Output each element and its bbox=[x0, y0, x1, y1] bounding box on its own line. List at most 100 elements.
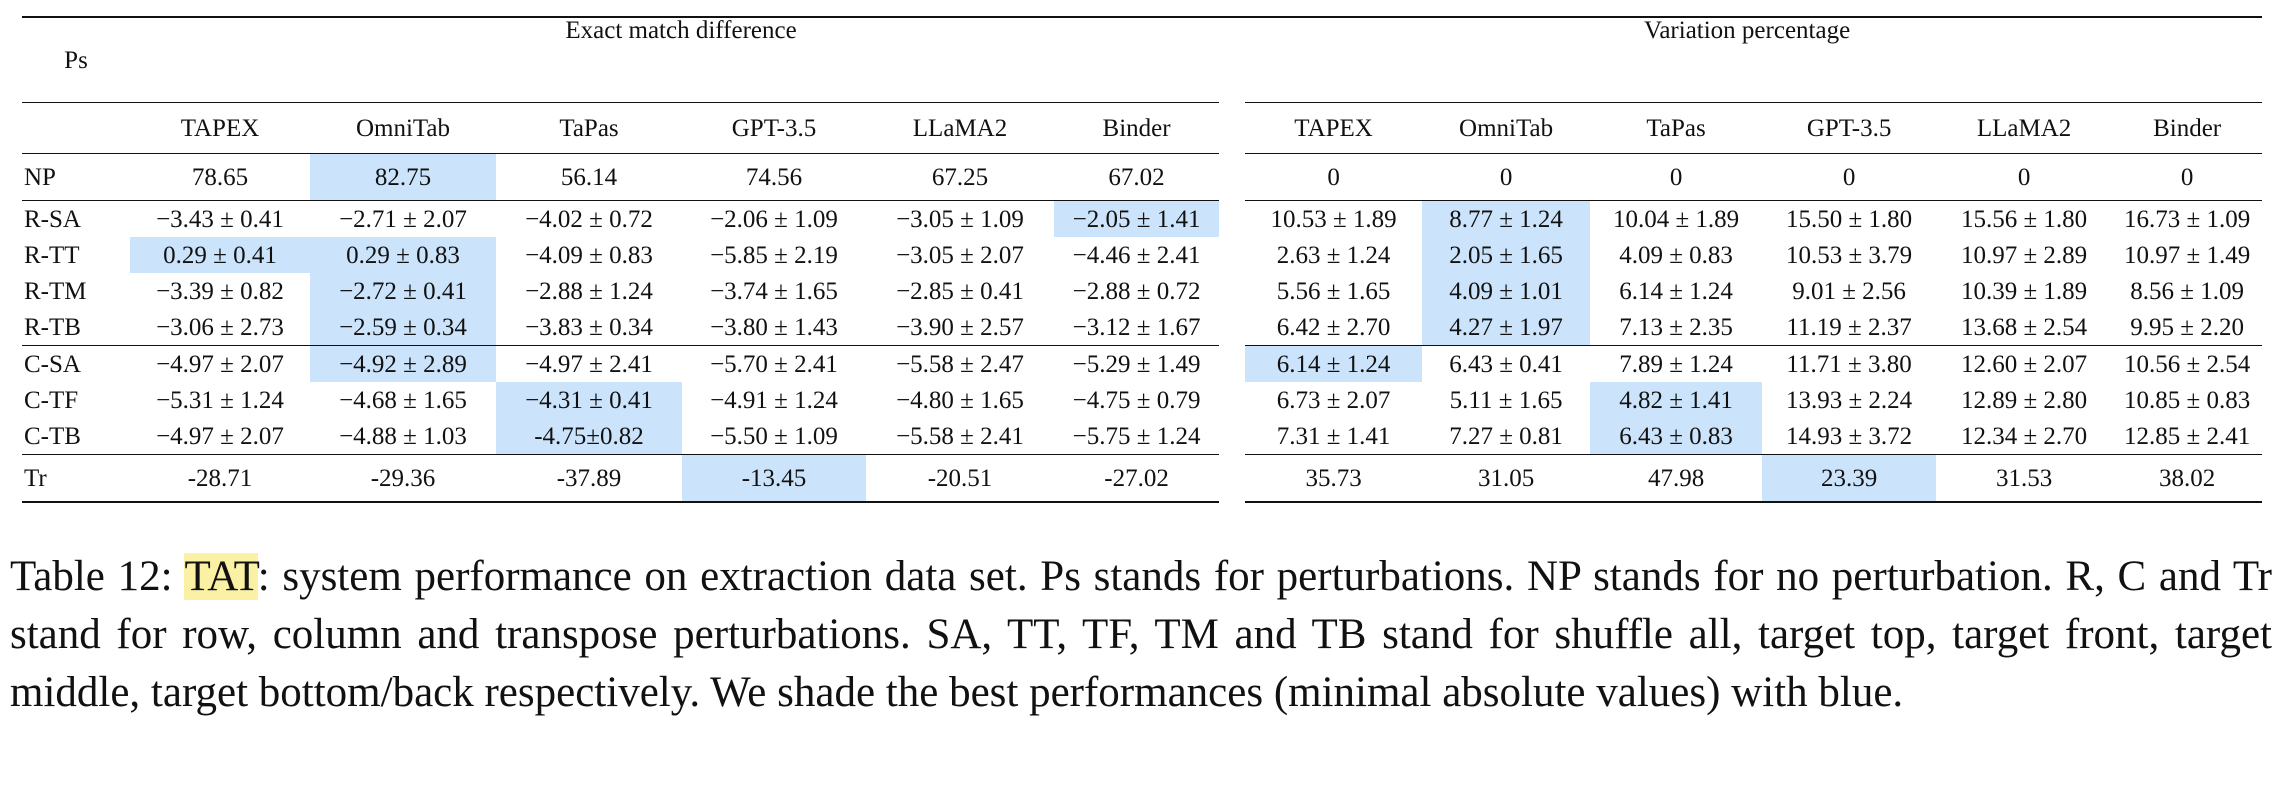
table-cell: 78.65 bbox=[130, 153, 310, 201]
table-cell: 6.43 ± 0.83 bbox=[1590, 418, 1763, 455]
table-cell: 23.39 bbox=[1762, 454, 1937, 503]
table-row: R-TB −3.06 ± 2.73 −2.59 ± 0.34 −3.83 ± 0.34… bbox=[22, 309, 2262, 346]
table-cell: −2.06 ± 1.09 bbox=[682, 200, 866, 237]
table-cell: −3.39 ± 0.82 bbox=[156, 277, 284, 305]
table-cell: 7.13 ± 2.35 bbox=[1619, 313, 1733, 341]
results-table: Ps Exact match difference Variation percen… bbox=[22, 16, 2263, 503]
group-header-exact-match: Exact match difference bbox=[130, 16, 1233, 103]
table-cell: 10.56 ± 2.54 bbox=[2112, 345, 2263, 382]
table-cell: −5.75 ± 1.24 bbox=[1072, 422, 1201, 450]
table-cell: −4.97 ± 2.07 bbox=[130, 345, 310, 382]
table-cell: 7.31 ± 1.41 bbox=[1219, 418, 1423, 455]
table-row: Tr -28.71 -29.36 -37.89 -13.45 -20.51 -27.02 35… bbox=[22, 454, 2263, 503]
group-header-variation: Variation percentage bbox=[1232, 16, 2263, 103]
column-header: TAPEX bbox=[1219, 102, 1423, 154]
table-cell: -37.89 bbox=[496, 454, 682, 503]
table-row: R-TM −3.39 ± 0.82 −2.72 ± 0.41 −2.88 ± 1.24… bbox=[22, 273, 2262, 309]
row-label: C-SA bbox=[22, 345, 130, 382]
table-cell: 4.27 ± 1.97 bbox=[1422, 309, 1591, 346]
column-header: TaPas bbox=[496, 102, 682, 154]
table-cell: −2.88 ± 1.24 bbox=[525, 277, 653, 305]
table-cell: 0 bbox=[1219, 153, 1423, 201]
table-cell: −4.97 ± 2.07 bbox=[156, 422, 284, 450]
corner-label: Ps bbox=[22, 16, 130, 103]
table-cell: −4.09 ± 0.83 bbox=[525, 241, 653, 269]
table-cell: −2.05 ± 1.41 bbox=[1054, 200, 1233, 237]
table-cell: 10.53 ± 1.89 bbox=[1219, 200, 1423, 237]
table-cell: −3.80 ± 1.43 bbox=[710, 313, 838, 341]
column-header: Binder bbox=[2112, 102, 2263, 154]
table-row: R-TT 0.29 ± 0.41 0.29 ± 0.83 −4.09 ± 0.83 −5… bbox=[22, 237, 2262, 273]
table-cell: 6.14 ± 1.24 bbox=[1619, 277, 1733, 305]
column-header-row: TAPEX OmniTab TaPas GPT-3.5 LLaMA2 Binder TAPE… bbox=[22, 102, 2263, 154]
column-header: LLaMA2 bbox=[866, 102, 1054, 154]
table-cell: -13.45 bbox=[682, 454, 866, 503]
table-caption: Table 12: TAT: system performance on ext… bbox=[10, 548, 2272, 722]
table-cell: −5.85 ± 2.19 bbox=[710, 241, 838, 269]
table-cell: −2.88 ± 0.72 bbox=[1072, 277, 1201, 305]
table-cell: 7.89 ± 1.24 bbox=[1590, 345, 1763, 382]
table-cell: −3.05 ± 1.09 bbox=[866, 200, 1054, 237]
table-cell: 6.73 ± 2.07 bbox=[1219, 382, 1423, 418]
table-cell: 7.27 ± 0.81 bbox=[1449, 422, 1563, 450]
table-cell: −4.92 ± 2.89 bbox=[310, 345, 496, 382]
table-cell: -20.51 bbox=[866, 454, 1054, 503]
table-cell: 12.34 ± 2.70 bbox=[1960, 422, 2088, 450]
table-cell: 82.75 bbox=[310, 153, 496, 201]
table-cell: 12.89 ± 2.80 bbox=[1960, 386, 2088, 414]
caption-tag-highlight: TAT bbox=[184, 553, 258, 600]
table-cell: 8.77 ± 1.24 bbox=[1422, 200, 1591, 237]
column-header: OmniTab bbox=[310, 102, 496, 154]
table-cell: −5.50 ± 1.09 bbox=[710, 422, 838, 450]
row-label: R-TB bbox=[24, 313, 81, 341]
table-cell: 11.19 ± 2.37 bbox=[1786, 313, 1912, 341]
table-cell: 13.68 ± 2.54 bbox=[1960, 313, 2088, 341]
column-header: OmniTab bbox=[1422, 102, 1591, 154]
table-cell: 16.73 ± 1.09 bbox=[2112, 200, 2263, 237]
table-cell: 47.98 bbox=[1590, 454, 1763, 503]
table-cell: −3.90 ± 2.57 bbox=[896, 313, 1024, 341]
table-cell: −5.58 ± 2.47 bbox=[866, 345, 1054, 382]
table-cell: −5.29 ± 1.49 bbox=[1054, 345, 1233, 382]
column-header: LLaMA2 bbox=[1936, 102, 2113, 154]
table-cell: 0 bbox=[2112, 153, 2263, 201]
row-label: C-TF bbox=[24, 386, 79, 414]
table-cell: 6.43 ± 0.41 bbox=[1422, 345, 1591, 382]
table-cell: -27.02 bbox=[1054, 454, 1233, 503]
table-cell: −4.75 ± 0.79 bbox=[1072, 386, 1201, 414]
column-header: TaPas bbox=[1590, 102, 1763, 154]
table-cell: −4.02 ± 0.72 bbox=[496, 200, 682, 237]
table-cell: −5.31 ± 1.24 bbox=[156, 386, 284, 414]
table-cell: 0.29 ± 0.41 bbox=[130, 237, 310, 273]
table-row: NP 78.65 82.75 56.14 74.56 67.25 67.02 0 0 0 0 0 0 bbox=[22, 153, 2263, 201]
table-cell: −4.68 ± 1.65 bbox=[339, 386, 467, 414]
table-cell: −3.74 ± 1.65 bbox=[710, 277, 838, 305]
table-cell: 13.93 ± 2.24 bbox=[1785, 386, 1913, 414]
table-cell: −5.70 ± 2.41 bbox=[682, 345, 866, 382]
table-cell: 56.14 bbox=[496, 153, 682, 201]
table-cell: 9.01 ± 2.56 bbox=[1792, 277, 1906, 305]
table-cell: 6.42 ± 2.70 bbox=[1219, 309, 1423, 346]
table-cell: 15.50 ± 1.80 bbox=[1762, 200, 1937, 237]
table-cell: 67.02 bbox=[1054, 153, 1233, 201]
table-row: C-TF −5.31 ± 1.24 −4.68 ± 1.65 −4.31 ± 0.41… bbox=[22, 382, 2262, 418]
table-cell: −3.43 ± 0.41 bbox=[130, 200, 310, 237]
table-cell: -4.75±0.82 bbox=[496, 418, 682, 455]
row-label: R-SA bbox=[22, 200, 130, 237]
table-cell: 6.14 ± 1.24 bbox=[1219, 345, 1423, 382]
table-cell: 4.09 ± 1.01 bbox=[1422, 273, 1591, 309]
table-cell: 2.63 ± 1.24 bbox=[1219, 237, 1423, 273]
table-cell: −2.59 ± 0.34 bbox=[310, 309, 496, 346]
table-cell: 4.09 ± 0.83 bbox=[1619, 241, 1733, 269]
table-cell: −4.88 ± 1.03 bbox=[339, 422, 467, 450]
table-row: C-SA −4.97 ± 2.07 −4.92 ± 2.89 −4.97 ± 2.41… bbox=[22, 345, 2263, 382]
table-cell: −3.83 ± 0.34 bbox=[525, 313, 653, 341]
table-cell: 9.95 ± 2.20 bbox=[2130, 313, 2244, 341]
table-cell: 2.05 ± 1.65 bbox=[1422, 237, 1591, 273]
table-cell: −2.71 ± 2.07 bbox=[310, 200, 496, 237]
table-cell: 10.97 ± 2.89 bbox=[1960, 241, 2088, 269]
table-cell: 74.56 bbox=[682, 153, 866, 201]
table-cell: −2.72 ± 0.41 bbox=[310, 273, 496, 309]
table-cell: 0 bbox=[1422, 153, 1591, 201]
table-cell: 12.60 ± 2.07 bbox=[1936, 345, 2113, 382]
